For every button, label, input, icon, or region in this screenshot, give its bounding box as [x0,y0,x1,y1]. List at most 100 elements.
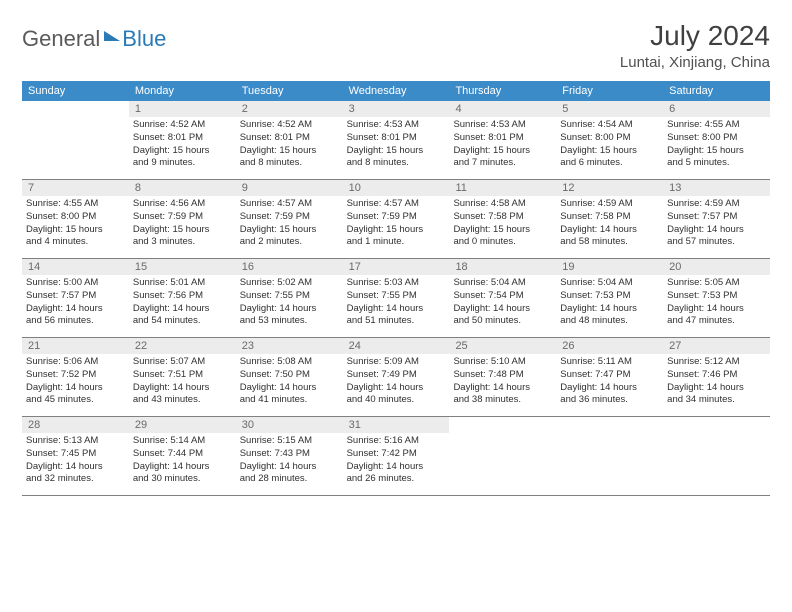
day-d2: and 26 minutes. [347,473,446,486]
day-info: Sunrise: 4:53 AMSunset: 8:01 PMDaylight:… [449,117,556,174]
day-cell: 3Sunrise: 4:53 AMSunset: 8:01 PMDaylight… [343,101,450,179]
day-ss: Sunset: 7:51 PM [133,369,232,382]
day-names-row: Sunday Monday Tuesday Wednesday Thursday… [22,81,770,101]
day-ss: Sunset: 7:57 PM [667,211,766,224]
day-info: Sunrise: 5:00 AMSunset: 7:57 PMDaylight:… [22,275,129,332]
day-ss: Sunset: 8:01 PM [133,132,232,145]
day-cell: 2Sunrise: 4:52 AMSunset: 8:01 PMDaylight… [236,101,343,179]
day-ss: Sunset: 8:01 PM [347,132,446,145]
day-number: 14 [22,259,129,275]
day-number: 6 [663,101,770,117]
day-d1: Daylight: 14 hours [560,303,659,316]
day-info: Sunrise: 4:57 AMSunset: 7:59 PMDaylight:… [236,196,343,253]
brand-word-1: General [22,26,100,52]
day-d1: Daylight: 15 hours [560,145,659,158]
day-number: 22 [129,338,236,354]
day-info: Sunrise: 4:55 AMSunset: 8:00 PMDaylight:… [22,196,129,253]
dayname-wed: Wednesday [343,81,450,101]
day-d2: and 57 minutes. [667,236,766,249]
day-ss: Sunset: 7:53 PM [667,290,766,303]
day-sr: Sunrise: 5:00 AM [26,277,125,290]
calendar-grid: Sunday Monday Tuesday Wednesday Thursday… [22,81,770,496]
month-title: July 2024 [620,20,770,52]
day-d1: Daylight: 15 hours [240,145,339,158]
week-row: 14Sunrise: 5:00 AMSunset: 7:57 PMDayligh… [22,259,770,338]
day-info: Sunrise: 4:54 AMSunset: 8:00 PMDaylight:… [556,117,663,174]
day-d1: Daylight: 14 hours [560,224,659,237]
day-ss: Sunset: 8:00 PM [560,132,659,145]
day-d2: and 40 minutes. [347,394,446,407]
day-d2: and 45 minutes. [26,394,125,407]
day-sr: Sunrise: 5:11 AM [560,356,659,369]
day-number: 15 [129,259,236,275]
day-d1: Daylight: 14 hours [26,303,125,316]
calendar-page: General Blue July 2024 Luntai, Xinjiang,… [0,0,792,516]
day-cell: 18Sunrise: 5:04 AMSunset: 7:54 PMDayligh… [449,259,556,337]
day-sr: Sunrise: 5:06 AM [26,356,125,369]
day-d1: Daylight: 14 hours [240,303,339,316]
day-sr: Sunrise: 4:54 AM [560,119,659,132]
day-number: 2 [236,101,343,117]
day-d2: and 51 minutes. [347,315,446,328]
day-number: 9 [236,180,343,196]
day-sr: Sunrise: 5:14 AM [133,435,232,448]
day-info: Sunrise: 5:10 AMSunset: 7:48 PMDaylight:… [449,354,556,411]
day-d2: and 7 minutes. [453,157,552,170]
day-sr: Sunrise: 4:57 AM [347,198,446,211]
day-cell: 1Sunrise: 4:52 AMSunset: 8:01 PMDaylight… [129,101,236,179]
day-info: Sunrise: 5:12 AMSunset: 7:46 PMDaylight:… [663,354,770,411]
day-sr: Sunrise: 5:01 AM [133,277,232,290]
day-d2: and 28 minutes. [240,473,339,486]
day-d1: Daylight: 15 hours [347,145,446,158]
day-d2: and 54 minutes. [133,315,232,328]
day-info: Sunrise: 5:08 AMSunset: 7:50 PMDaylight:… [236,354,343,411]
day-number: 16 [236,259,343,275]
week-row: 21Sunrise: 5:06 AMSunset: 7:52 PMDayligh… [22,338,770,417]
day-number: 30 [236,417,343,433]
day-ss: Sunset: 7:59 PM [133,211,232,224]
day-number: 21 [22,338,129,354]
day-sr: Sunrise: 5:02 AM [240,277,339,290]
day-ss: Sunset: 7:44 PM [133,448,232,461]
day-sr: Sunrise: 4:56 AM [133,198,232,211]
brand-logo: General Blue [22,20,166,52]
day-sr: Sunrise: 4:57 AM [240,198,339,211]
day-d2: and 56 minutes. [26,315,125,328]
day-info: Sunrise: 4:55 AMSunset: 8:00 PMDaylight:… [663,117,770,174]
day-d1: Daylight: 14 hours [667,224,766,237]
day-ss: Sunset: 7:47 PM [560,369,659,382]
day-d1: Daylight: 14 hours [560,382,659,395]
day-d1: Daylight: 15 hours [453,145,552,158]
day-number: 26 [556,338,663,354]
day-number: 5 [556,101,663,117]
dayname-fri: Friday [556,81,663,101]
day-d1: Daylight: 15 hours [133,145,232,158]
day-cell [22,101,129,179]
day-d1: Daylight: 14 hours [26,382,125,395]
day-number: 23 [236,338,343,354]
week-row: 1Sunrise: 4:52 AMSunset: 8:01 PMDaylight… [22,101,770,180]
day-number: 27 [663,338,770,354]
day-cell: 22Sunrise: 5:07 AMSunset: 7:51 PMDayligh… [129,338,236,416]
day-cell: 9Sunrise: 4:57 AMSunset: 7:59 PMDaylight… [236,180,343,258]
day-number: 4 [449,101,556,117]
day-info: Sunrise: 4:52 AMSunset: 8:01 PMDaylight:… [129,117,236,174]
title-block: July 2024 Luntai, Xinjiang, China [620,20,770,71]
day-d2: and 30 minutes. [133,473,232,486]
day-cell: 19Sunrise: 5:04 AMSunset: 7:53 PMDayligh… [556,259,663,337]
day-sr: Sunrise: 4:59 AM [667,198,766,211]
day-ss: Sunset: 7:57 PM [26,290,125,303]
day-d1: Daylight: 14 hours [347,303,446,316]
day-d1: Daylight: 14 hours [133,382,232,395]
day-cell: 15Sunrise: 5:01 AMSunset: 7:56 PMDayligh… [129,259,236,337]
day-sr: Sunrise: 4:52 AM [133,119,232,132]
day-d1: Daylight: 15 hours [453,224,552,237]
day-sr: Sunrise: 5:08 AM [240,356,339,369]
day-cell [556,417,663,495]
day-cell: 12Sunrise: 4:59 AMSunset: 7:58 PMDayligh… [556,180,663,258]
day-ss: Sunset: 7:45 PM [26,448,125,461]
day-number: 31 [343,417,450,433]
day-number: 25 [449,338,556,354]
day-d1: Daylight: 14 hours [347,461,446,474]
day-info: Sunrise: 5:16 AMSunset: 7:42 PMDaylight:… [343,433,450,490]
